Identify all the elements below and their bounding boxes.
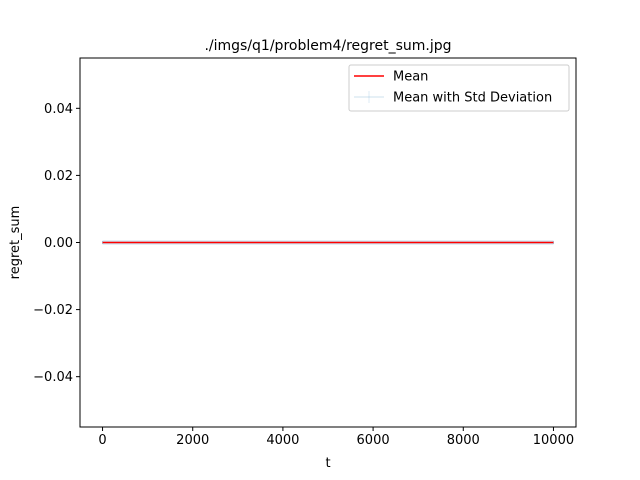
y-tick-label: 0.02 <box>44 169 73 184</box>
x-tick-label: 6000 <box>357 433 390 448</box>
x-axis-label: t <box>325 456 330 471</box>
x-tick-label: 4000 <box>266 433 299 448</box>
legend-label-std: Mean with Std Deviation <box>393 91 552 106</box>
legend-label-mean: Mean <box>393 70 428 85</box>
x-tick-label: 10000 <box>533 433 574 448</box>
chart-title: ./imgs/q1/problem4/regret_sum.jpg <box>204 38 451 54</box>
y-tick-label: −0.02 <box>33 303 73 318</box>
x-tick-label: 2000 <box>176 433 209 448</box>
x-tick-label: 8000 <box>447 433 480 448</box>
legend: Mean Mean with Std Deviation <box>348 64 570 112</box>
y-tick-label: −0.04 <box>33 370 73 385</box>
x-axis: 0 2000 4000 6000 8000 10000 <box>98 427 574 448</box>
legend-box <box>348 64 570 112</box>
y-axis: −0.04 −0.02 0.00 0.02 0.04 <box>33 102 80 385</box>
y-tick-label: 0.00 <box>44 236 73 251</box>
x-tick-label: 0 <box>98 433 106 448</box>
y-tick-label: 0.04 <box>44 102 73 117</box>
series-layer <box>102 240 554 245</box>
y-axis-label: regret_sum <box>8 206 23 280</box>
